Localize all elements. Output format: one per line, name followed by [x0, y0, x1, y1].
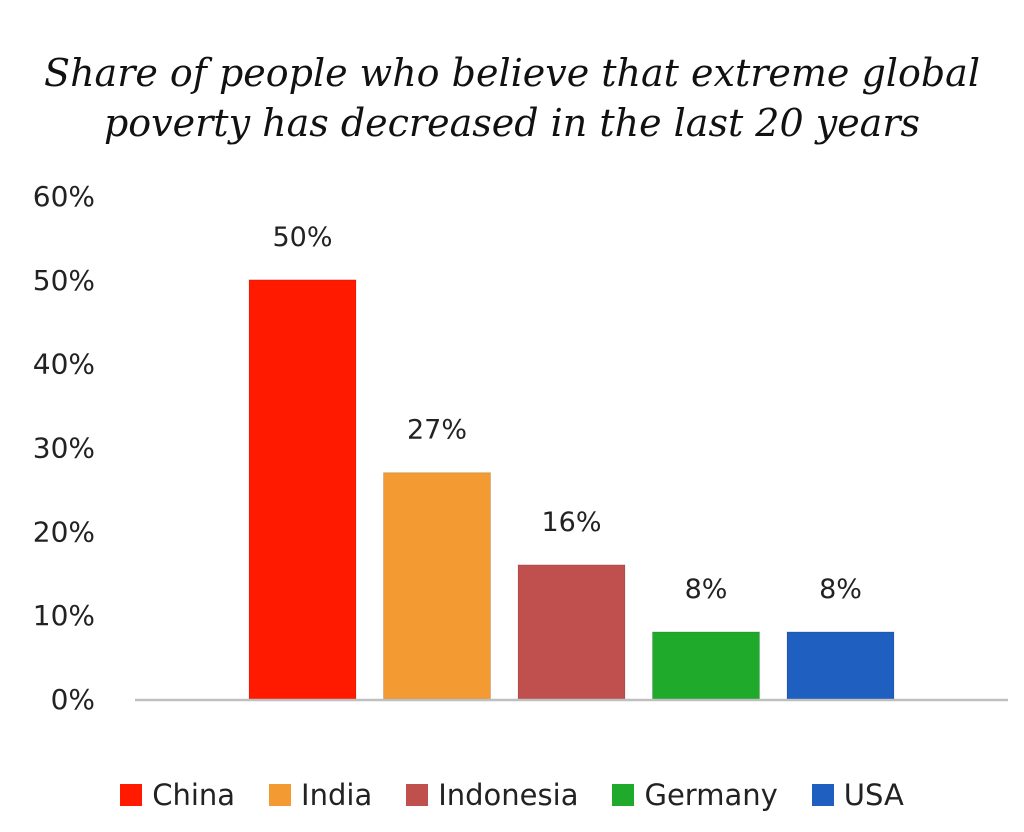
legend-swatch — [269, 784, 292, 806]
bar-china — [248, 279, 357, 700]
legend-swatch — [612, 784, 635, 806]
legend-item: China — [120, 778, 235, 812]
legend-swatch — [406, 784, 429, 806]
bar-usa — [786, 631, 895, 700]
chart-legend: China India Indonesia Germany USA — [0, 773, 1024, 817]
legend-swatch — [811, 784, 834, 806]
chart-title: Share of people who believe that extreme… — [0, 48, 1024, 148]
y-tick-label: 20% — [33, 515, 95, 548]
data-label: 16% — [541, 507, 601, 538]
data-label: 8% — [685, 574, 728, 605]
y-tick-label: 30% — [33, 432, 95, 465]
legend-label: Indonesia — [438, 778, 579, 812]
legend-item: Indonesia — [406, 778, 578, 812]
legend-swatch — [120, 784, 143, 806]
y-tick-label: 50% — [33, 264, 95, 297]
chart-title-line-2: poverty has decreased in the last 20 yea… — [103, 101, 921, 145]
bar-indonesia — [517, 564, 626, 700]
legend-label: India — [301, 778, 373, 812]
legend-label: China — [152, 778, 236, 812]
data-label: 27% — [407, 415, 467, 446]
data-label: 50% — [272, 222, 332, 253]
data-label: 8% — [819, 574, 862, 605]
chart-title-line-1: Share of people who believe that extreme… — [44, 51, 980, 95]
legend-item: India — [269, 778, 372, 812]
legend-item: USA — [811, 778, 904, 812]
bar-germany — [652, 631, 760, 700]
y-tick-label: 10% — [33, 599, 95, 632]
legend-label: USA — [843, 778, 904, 812]
legend-item: Germany — [612, 778, 778, 812]
legend-label: Germany — [644, 778, 778, 812]
bar-india — [383, 472, 491, 700]
y-tick-label: 40% — [33, 348, 95, 381]
y-tick-label: 60% — [33, 180, 95, 213]
y-tick-label: 0% — [51, 683, 95, 716]
